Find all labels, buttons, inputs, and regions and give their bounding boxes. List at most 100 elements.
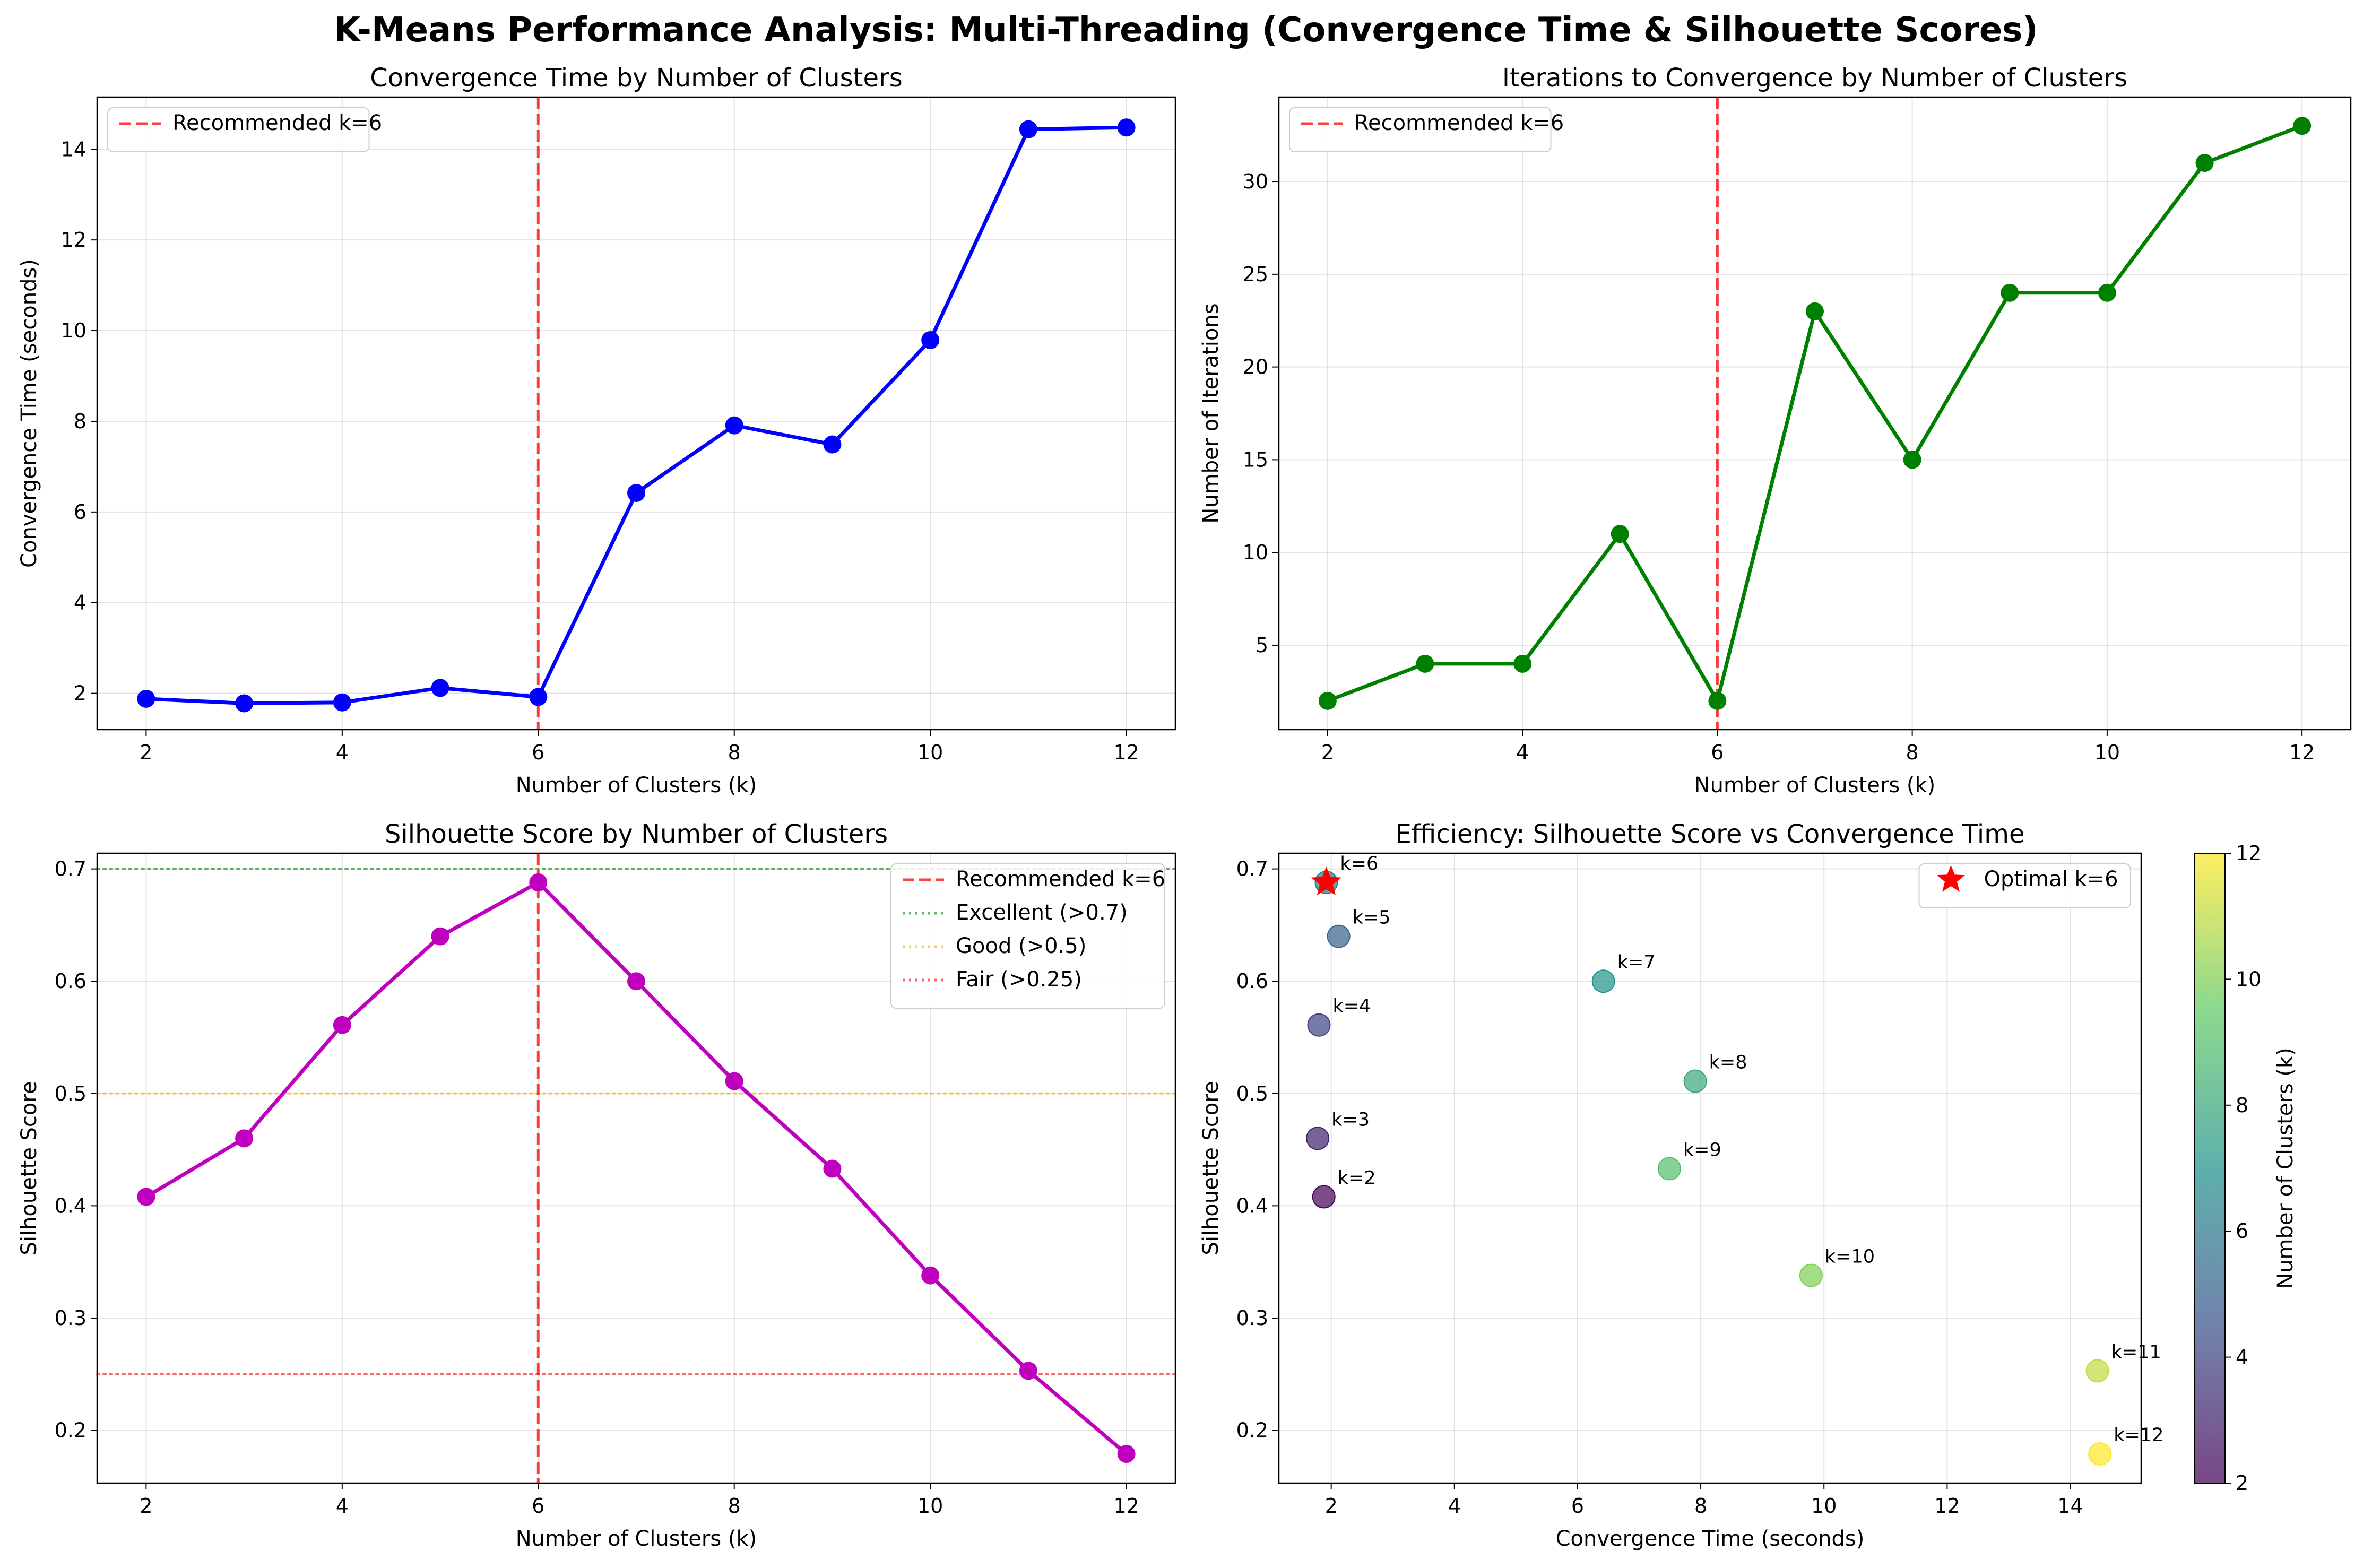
x-axis-label: Number of Clusters (k) [516, 1527, 757, 1551]
data-point [921, 331, 940, 350]
legend-box [107, 107, 370, 152]
scatter-point [1657, 1157, 1681, 1181]
x-tick-label: 10 [2094, 741, 2120, 764]
x-tick-label: 12 [1934, 1494, 1960, 1518]
series-line [146, 125, 1127, 705]
data-point [1611, 525, 1629, 543]
x-tick-label: 2 [140, 1494, 152, 1518]
x-tick-label: 4 [1448, 1494, 1461, 1518]
colorbar-tick-label: 8 [2236, 1094, 2248, 1117]
x-tick-label: 6 [532, 741, 544, 764]
axes-frame [1278, 852, 2142, 1484]
data-point [725, 416, 743, 435]
x-tick-label: 6 [532, 1494, 544, 1518]
y-tick-label: 4 [74, 591, 86, 614]
colorbar-label: Number of Clusters (k) [2273, 1047, 2298, 1289]
data-point [823, 435, 842, 454]
x-tick-label: 12 [1113, 1494, 1139, 1518]
legend-label: Fair (>0.25) [956, 967, 1082, 992]
data-point [1117, 118, 1136, 137]
chart-title: Efficiency: Silhouette Score vs Converge… [1395, 819, 2024, 849]
y-axis-label: Silhouette Score [1199, 1081, 1223, 1255]
data-point [725, 1072, 743, 1090]
data-point [333, 1016, 351, 1034]
data-point [431, 927, 449, 946]
x-axis-label: Number of Clusters (k) [516, 773, 757, 798]
legend: Recommended k=6 Excellent (>0.7) Good (>0.… [890, 863, 1165, 1009]
axes-frame [96, 852, 1176, 1484]
x-tick-label: 2 [1325, 1494, 1338, 1518]
point-label: k=11 [2111, 1341, 2161, 1363]
legend-label: Recommended k=6 [1354, 111, 1564, 135]
data-point [2001, 283, 2019, 302]
x-tick-label: 10 [917, 741, 943, 764]
y-tick-label: 20 [1243, 356, 1268, 379]
iterations-chart: 2 4 6 8 10 12 5 10 15 20 25 30 Iterations to Converg… [1199, 63, 2352, 798]
data-point [235, 1129, 254, 1148]
data-point [333, 693, 351, 712]
y-tick-label: 12 [61, 228, 86, 252]
scatter-point [1799, 1263, 1823, 1287]
data-point [2293, 117, 2312, 135]
silhouette-score-chart: 2 4 6 8 10 12 0.2 0.3 0.4 0.5 0.6 0.7 Silhouette Sco… [17, 819, 1176, 1551]
data-point [627, 483, 645, 502]
legend: Optimal k=6 [1918, 863, 2131, 908]
point-label: k=2 [1338, 1167, 1376, 1189]
scatter-point [2088, 1442, 2112, 1466]
data-point [823, 1159, 842, 1178]
scatter-point [1591, 969, 1615, 993]
point-label: k=6 [1340, 853, 1378, 874]
x-tick-label: 10 [1811, 1494, 1837, 1518]
axes-frame [1278, 96, 2352, 731]
axes-frame [96, 96, 1176, 731]
chart-title: Convergence Time by Number of Clusters [370, 63, 903, 93]
scatter-point [1683, 1069, 1707, 1093]
y-tick-label: 0.7 [1236, 857, 1268, 881]
scatter-point [1307, 1013, 1331, 1037]
legend-label: Recommended k=6 [172, 111, 382, 135]
data-point [235, 694, 254, 713]
figure-title: K-Means Performance Analysis: Multi-Thre… [334, 11, 2038, 50]
y-tick-label: 15 [1243, 448, 1268, 471]
data-point [1117, 1444, 1136, 1463]
y-tick-label: 0.4 [55, 1194, 86, 1217]
data-point [1416, 654, 1434, 673]
x-tick-label: 12 [2289, 741, 2315, 764]
x-axis-label: Convergence Time (seconds) [1556, 1527, 1865, 1551]
y-tick-label: 10 [61, 319, 86, 342]
scatter-point [1327, 924, 1351, 948]
y-tick-label: 14 [61, 137, 86, 161]
y-tick-label: 0.4 [1236, 1194, 1268, 1217]
x-axis-label: Number of Clusters (k) [1694, 773, 1936, 798]
optimal-star-marker [1311, 867, 1341, 896]
legend-label: Good (>0.5) [956, 934, 1086, 958]
data-point [529, 688, 548, 706]
y-tick-label: 2 [74, 682, 86, 705]
x-tick-label: 12 [1113, 741, 1139, 764]
y-tick-label: 0.6 [1236, 969, 1268, 993]
y-tick-label: 6 [74, 500, 86, 524]
point-label: k=10 [1825, 1246, 1875, 1268]
legend-box [1918, 863, 2131, 908]
legend-label: Optimal k=6 [1984, 867, 2118, 891]
data-point [1903, 451, 1921, 469]
point-label: k=8 [1709, 1052, 1747, 1073]
colorbar-tick-label: 2 [2236, 1471, 2248, 1495]
x-tick-label: 14 [2057, 1494, 2083, 1518]
data-point [1513, 654, 1532, 673]
efficiency-scatter-chart: 2 4 6 8 10 12 14 0.2 0.3 0.4 0.5 0.6 0.7 k=2 k=3 k=4 k=5… [1199, 819, 2298, 1551]
x-tick-label: 8 [728, 1494, 741, 1518]
data-point [2098, 283, 2116, 302]
chart-title: Iterations to Convergence by Number of C… [1502, 63, 2127, 93]
y-tick-label: 0.3 [55, 1306, 86, 1330]
point-label: k=7 [1617, 952, 1656, 973]
convergence-time-chart: 2 4 6 8 10 12 2 4 6 8 10 12 14 Convergence Time by Nu… [17, 63, 1176, 798]
y-axis-label: Convergence Time (seconds) [17, 259, 41, 568]
x-tick-label: 8 [1694, 1494, 1707, 1518]
scatter-point [2085, 1359, 2109, 1383]
y-tick-label: 0.3 [1236, 1306, 1268, 1330]
point-label: k=4 [1332, 996, 1371, 1017]
data-point [1708, 691, 1727, 710]
y-tick-label: 0.6 [55, 969, 86, 993]
point-label: k=12 [2114, 1425, 2163, 1446]
